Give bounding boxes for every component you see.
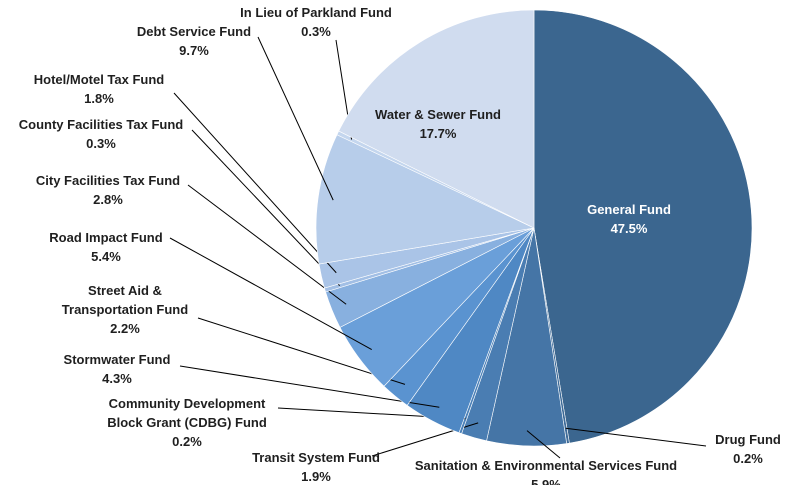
leader-line <box>565 427 707 447</box>
leader-line <box>173 92 337 274</box>
leader-line <box>191 129 340 287</box>
slice-label: Road Impact Fund 5.4% <box>31 228 181 266</box>
slice-name: Drug Fund <box>715 432 781 447</box>
slice-value: 0.3% <box>301 24 331 39</box>
slice-name: Road Impact Fund <box>49 230 163 245</box>
slice-label: Drug Fund 0.2% <box>703 430 790 468</box>
leader-line <box>197 317 406 385</box>
leader-line <box>169 237 372 350</box>
slice-label: City Facilities Tax Fund 2.8% <box>23 171 193 209</box>
slice-label: Sanitation & Environmental Services Fund… <box>386 456 706 485</box>
slice-name: Hotel/Motel Tax Fund <box>33 72 165 87</box>
leader-line <box>187 184 347 305</box>
slice-value: 0.2% <box>172 434 202 449</box>
slice-name: Water & Sewer Fund <box>375 107 501 122</box>
slice-value: 47.5% <box>610 221 648 236</box>
pie-slice <box>338 9 535 229</box>
slice-name: In Lieu of Parkland Fund <box>240 5 392 20</box>
slice-value: 2.8% <box>93 192 123 207</box>
slice-value: 5.4% <box>91 249 121 264</box>
leader-line <box>257 36 334 201</box>
slice-label: Hotel/Motel Tax Fund 1.8% <box>19 70 179 108</box>
slice-label: Community Development Block Grant (CDBG)… <box>92 394 282 451</box>
slice-name: Community Development Block Grant (CDBG)… <box>107 396 267 430</box>
slice-value: 5.9% <box>531 477 561 485</box>
slice-label: In Lieu of Parkland Fund 0.3% <box>221 3 411 41</box>
slice-label: Stormwater Fund 4.3% <box>42 350 192 388</box>
slice-label: Water & Sewer Fund 17.7% <box>358 105 518 143</box>
slice-value: 0.3% <box>86 136 116 151</box>
slice-name: City Facilities Tax Fund <box>35 173 181 188</box>
slice-name: Debt Service Fund <box>136 24 252 39</box>
slice-name: Street Aid & Transportation Fund <box>61 283 189 317</box>
slice-value: 2.2% <box>110 321 140 336</box>
slice-name: County Facilities Tax Fund <box>18 117 184 132</box>
leader-line <box>179 365 440 408</box>
slice-label: Debt Service Fund 9.7% <box>124 22 264 60</box>
slice-value: 4.3% <box>102 371 132 386</box>
slice-value: 1.9% <box>301 469 331 484</box>
slice-value: 9.7% <box>179 43 209 58</box>
slice-label: Transit System Fund 1.9% <box>236 448 396 485</box>
slice-value: 17.7% <box>419 126 457 141</box>
pie-slice <box>533 9 753 444</box>
slice-label: Street Aid & Transportation Fund 2.2% <box>50 281 200 338</box>
leader-line <box>526 430 561 459</box>
slice-value: 1.8% <box>84 91 114 106</box>
slice-label: General Fund 47.5% <box>549 200 709 238</box>
slice-value: 0.2% <box>733 451 763 466</box>
slice-name: Sanitation & Environmental Services Fund <box>414 458 678 473</box>
pie-slice <box>315 134 535 265</box>
slice-label: County Facilities Tax Fund 0.3% <box>6 115 196 153</box>
slice-name: Stormwater Fund <box>63 352 171 367</box>
slice-name: General Fund <box>587 202 671 217</box>
slice-name: Transit System Fund <box>252 450 380 465</box>
